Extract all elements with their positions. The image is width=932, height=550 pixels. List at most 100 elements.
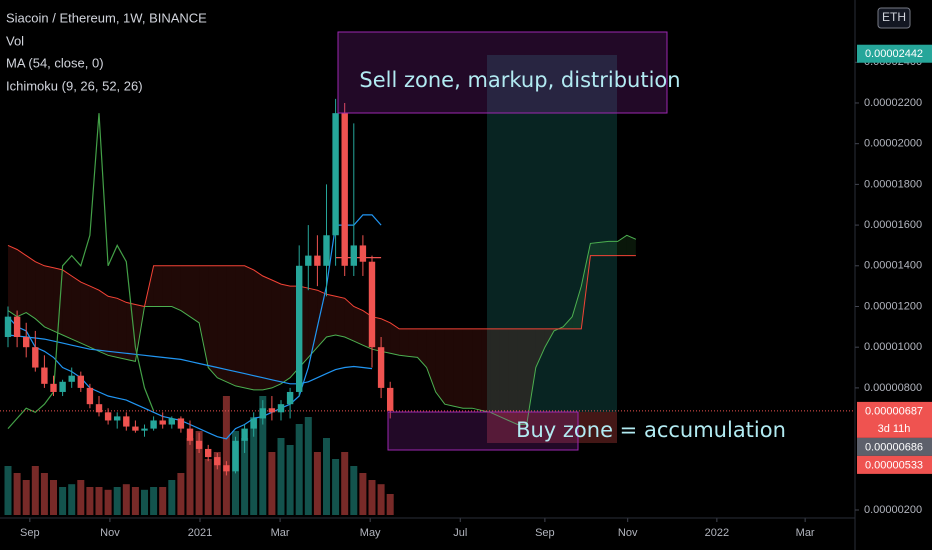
cloud-fill: [408, 328, 418, 358]
overlay: Sell zone, markup, distribution Buy zone…: [0, 0, 856, 550]
y-tick-label: 0.00001600: [864, 219, 922, 231]
volume-bar: [359, 473, 367, 515]
candle-body: [86, 387, 94, 405]
volume-bar: [341, 452, 349, 515]
volume-bar: [95, 487, 103, 515]
y-tick-label: 0.00001200: [864, 300, 922, 312]
candle-body: [268, 408, 276, 413]
volume-bar: [332, 459, 340, 515]
cloud-fill: [199, 265, 209, 368]
cloud-fill: [162, 265, 172, 307]
volume-bar: [204, 459, 212, 515]
candle-body: [250, 418, 257, 429]
cloud-fill: [390, 322, 400, 356]
cloud-fill: [108, 296, 118, 358]
cloud-fill: [335, 296, 345, 338]
candle-body: [68, 375, 75, 382]
volume-bar: [195, 431, 203, 515]
cloud-fill: [253, 269, 263, 390]
volume-bar: [186, 438, 194, 515]
cloud-fill: [308, 288, 318, 358]
candle-body: [195, 440, 203, 449]
zones: [487, 55, 617, 443]
cloud-fill: [35, 261, 45, 327]
countdown-label: 3d 11h: [878, 423, 911, 435]
candle-body: [177, 418, 185, 429]
candle-body: [332, 113, 339, 236]
volume-bar: [286, 445, 294, 515]
price-badge-label: 0.00000686: [865, 441, 923, 453]
cloud-fill: [71, 275, 81, 344]
volume-bar: [304, 417, 312, 515]
candle-body: [359, 245, 367, 262]
candle-body: [123, 416, 130, 427]
candle-body: [159, 420, 166, 425]
volume-bar: [122, 484, 130, 515]
x-tick-label: Sep: [20, 527, 40, 539]
volume-bar: [295, 424, 303, 515]
cloud-fill: [280, 284, 291, 384]
candle-body: [95, 404, 103, 413]
x-tick-label: Mar: [796, 527, 815, 539]
symbol-button[interactable]: ETH: [877, 7, 911, 29]
cloud-fill: [89, 286, 100, 352]
volume-bar: [159, 487, 167, 515]
cloud-fill: [153, 265, 163, 307]
candle-body: [314, 255, 321, 266]
indicator-line: [7, 113, 155, 429]
price-badge-label: 0.00002442: [865, 48, 923, 60]
volume-bar: [177, 473, 185, 515]
candle-body: [114, 416, 121, 421]
candle-body: [323, 235, 330, 266]
cloud-fill: [499, 328, 509, 421]
volume-bar: [250, 417, 258, 515]
candle-body: [241, 428, 248, 441]
cloud-fill: [244, 265, 254, 390]
x-tick-label: Nov: [100, 527, 120, 539]
candle-body: [23, 337, 30, 348]
volume-bar: [4, 466, 12, 515]
symbol-box[interactable]: [877, 7, 911, 29]
volume-bar: [86, 487, 94, 515]
cloud-fill: [490, 328, 500, 417]
x-tick-label: Sep: [535, 527, 555, 539]
price-badge: [857, 401, 932, 438]
cloud-fill: [435, 328, 445, 405]
cloud-fill: [208, 265, 218, 378]
candle-body: [4, 316, 12, 338]
candle-body: [214, 457, 221, 466]
cloud-fill: [8, 245, 18, 317]
volume-bar: [131, 487, 139, 515]
candle-body: [104, 412, 112, 421]
cloud-span-a: [7, 234, 637, 425]
cloud-fill: [262, 275, 272, 390]
cloud-fill: [599, 241, 609, 256]
indicator-line: [7, 214, 382, 440]
symbol-label[interactable]: ETH: [882, 10, 906, 24]
y-tick-label: 0.00002200: [864, 97, 922, 109]
indicator-label: MA (54, close, 0): [6, 55, 104, 70]
cloud-fill: [462, 328, 473, 409]
volume-bar: [259, 396, 267, 515]
cloud-fill: [417, 328, 427, 368]
volume-bar: [104, 489, 112, 515]
candle-body: [186, 428, 194, 441]
cloud-fill: [590, 242, 600, 256]
candle-body: [341, 113, 348, 266]
candle-body: [232, 440, 239, 472]
volume-bar: [31, 466, 39, 515]
cloud-fill: [190, 265, 200, 323]
volume-bar: [277, 438, 285, 515]
volume-bar: [22, 480, 30, 515]
cloud-fill: [626, 235, 636, 256]
cloud-fill: [26, 255, 36, 319]
candle-body: [305, 255, 312, 266]
candle-body: [286, 391, 294, 405]
y-tick-label: 0.00002000: [864, 138, 922, 150]
cloud-fill: [572, 286, 582, 329]
y-tick-label: 0.00001800: [864, 178, 922, 190]
y-tick-label: 0.00000800: [864, 382, 922, 394]
volume-bar: [241, 438, 249, 515]
plot: Sep Nov 2021 Mar May Jul Sep Nov 2022 Mar: [0, 98, 855, 539]
